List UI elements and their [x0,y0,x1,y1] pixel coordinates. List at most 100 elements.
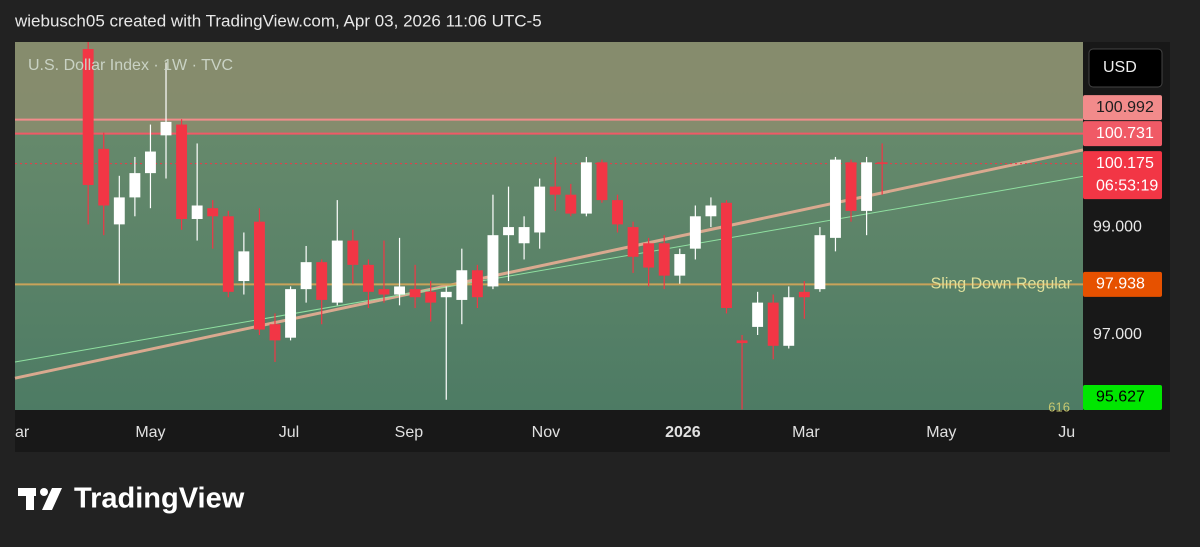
price-label-box [1083,121,1162,147]
brand: TradingView [74,483,245,515]
candle-body [783,297,795,346]
candle [736,334,748,410]
candle-body [596,162,608,201]
candle-body [347,240,359,265]
candle [394,237,405,306]
candle [752,291,764,335]
y-tick-label: 97.000 [1093,326,1142,343]
countdown: 06:53:19 [1096,177,1158,194]
x-tick-label: May [135,424,165,441]
candle [845,159,857,222]
candle-body [565,194,577,214]
candle-body [82,49,94,185]
candle [129,156,141,217]
x-tick-label: Jul [279,424,299,441]
x-tick-label: Mar [792,424,820,441]
candle [565,183,577,217]
candle [160,62,172,179]
candle [331,200,343,306]
candle [861,156,873,236]
candle [362,259,374,309]
candle [612,194,623,233]
candle [549,156,561,211]
candle [176,119,188,230]
candle-body [456,270,468,300]
candle [689,205,701,260]
x-tick-label: 2026 [665,424,701,441]
candle-body [425,291,437,303]
candle-body [534,186,546,233]
candle-body [830,159,841,238]
x-tick-label: May [926,424,956,441]
candle [82,42,94,225]
candle [798,281,810,319]
x-tick-label: Nov [532,424,560,441]
candle [253,208,265,335]
candle-body [471,270,483,298]
candle-body [752,302,764,327]
price-label-box [1083,271,1162,297]
candle-body [627,227,639,257]
candle-body [861,162,873,211]
candle-body [269,324,281,341]
candle-body [285,289,297,338]
candle [409,264,421,309]
candle [207,200,219,249]
header: wiebusch05 created with TradingView.com,… [14,11,542,30]
candle-body [798,291,810,298]
candle-body [129,173,141,198]
price-label: 95.627 [1096,389,1145,406]
currency-box[interactable] [1088,48,1163,88]
candle-body [409,289,421,298]
candle [580,156,592,217]
candle [191,143,203,241]
zone [15,42,1083,134]
symbol-title: U.S. Dollar Index · 1W · TVC [28,57,233,74]
currency: USD [1103,59,1137,76]
candle-body [736,340,748,344]
candle [721,200,732,314]
candle [830,156,841,252]
candle [783,286,795,349]
candle-body [378,289,390,295]
candle [98,132,110,236]
x-tick-label: Sep [395,424,424,441]
trendline [14,175,1084,363]
logo-mark [26,488,34,510]
candle [316,259,328,325]
plot: 616 [14,42,1084,414]
price-label: 100.992 [1096,99,1154,116]
annotation: 616 [1048,399,1070,414]
candle [113,175,125,284]
candle-body [98,148,110,206]
candle-body [207,208,219,217]
candle [238,232,250,295]
candle-body [549,186,561,195]
candle-body [503,227,514,236]
candle-body [580,162,592,214]
x-tick-label: ar [15,424,30,441]
candle [456,248,468,325]
candle [658,235,670,290]
candle-body [316,262,328,300]
candle [144,124,156,209]
candle-body [518,227,530,244]
candle-body [658,243,670,276]
candle-body [689,216,701,249]
candle [767,294,779,360]
candle-body [222,216,234,292]
logo-mark [40,488,48,496]
price-label-box [1083,95,1162,121]
y-tick-label: 99.000 [1093,218,1142,235]
candle-body [440,291,452,298]
candle-body [300,262,312,290]
candle-body [191,205,203,219]
candle [627,221,639,273]
candle [487,194,499,290]
candle-body [160,121,172,136]
candle [471,264,483,309]
candle-body [487,235,499,287]
x-tick-label: Ju [1058,424,1075,441]
candle-body [814,235,826,290]
